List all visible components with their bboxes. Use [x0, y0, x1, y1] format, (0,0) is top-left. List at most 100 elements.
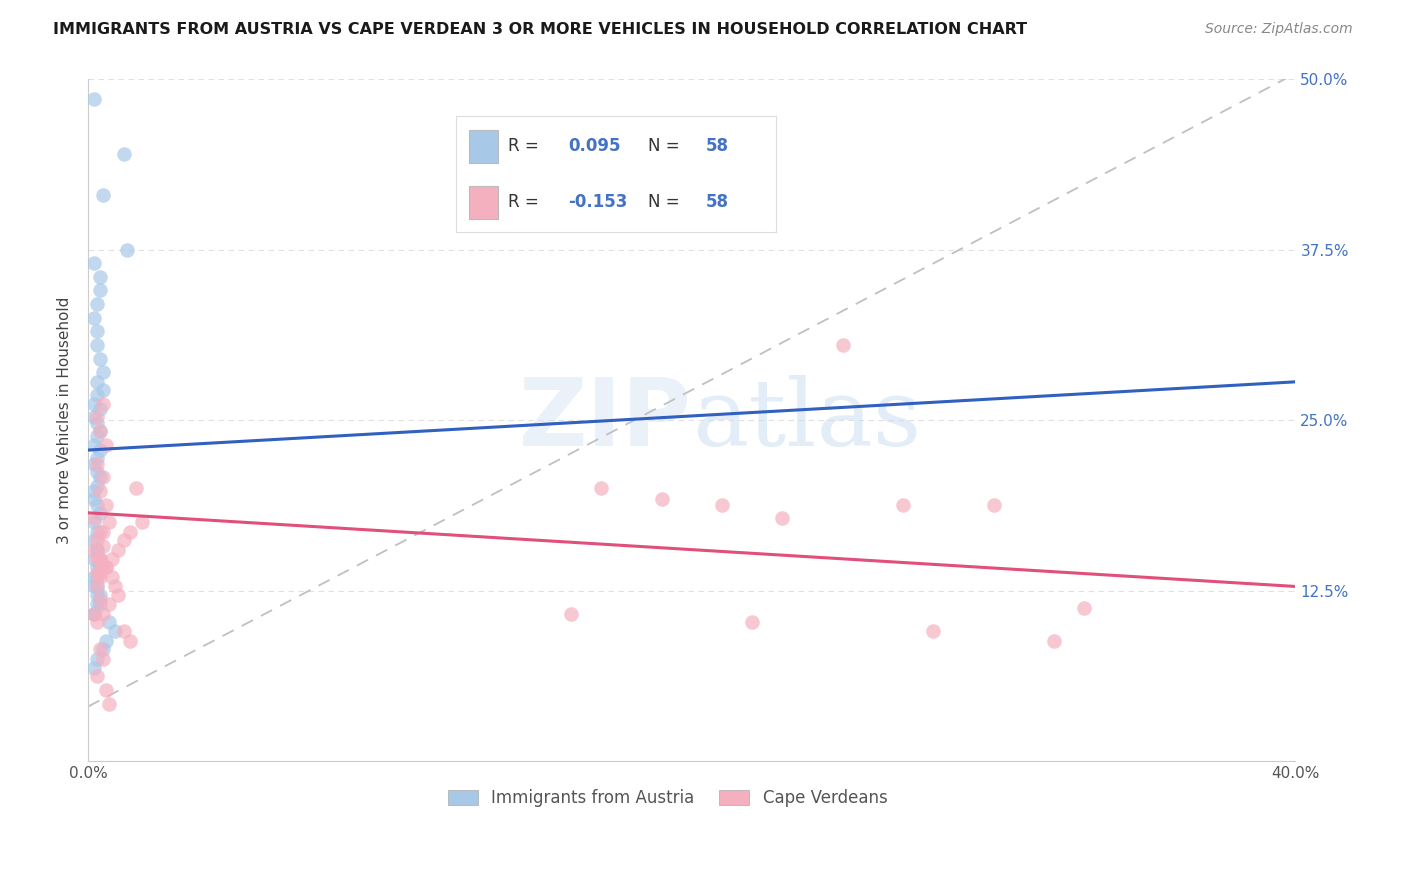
Point	[83, 570, 105, 584]
Point	[112, 624, 135, 639]
Point	[117, 243, 139, 257]
Point	[120, 524, 142, 539]
Text: IMMIGRANTS FROM AUSTRIA VS CAPE VERDEAN 3 OR MORE VEHICLES IN HOUSEHOLD CORRELAT: IMMIGRANTS FROM AUSTRIA VS CAPE VERDEAN …	[53, 22, 1028, 37]
Point	[91, 383, 114, 397]
Point	[120, 634, 142, 648]
Point	[89, 269, 111, 284]
Point	[89, 588, 111, 602]
Text: ZIP: ZIP	[519, 374, 692, 466]
Point	[83, 607, 105, 621]
Point	[91, 397, 114, 411]
Point	[922, 624, 945, 639]
Point	[651, 492, 673, 507]
Point	[89, 506, 111, 520]
Point	[86, 566, 108, 580]
Point	[104, 579, 127, 593]
Point	[107, 588, 129, 602]
Point	[1073, 601, 1095, 615]
Point	[89, 524, 111, 539]
Point	[83, 579, 105, 593]
Point	[91, 188, 114, 202]
Point	[98, 615, 121, 629]
Point	[83, 607, 105, 621]
Point	[83, 533, 105, 547]
Point	[101, 552, 124, 566]
Point	[86, 542, 108, 557]
Point	[83, 256, 105, 270]
Point	[83, 92, 105, 106]
Point	[891, 498, 914, 512]
Point	[131, 516, 153, 530]
Point	[91, 652, 114, 666]
Point	[83, 483, 105, 498]
Point	[86, 560, 108, 574]
Point	[96, 498, 118, 512]
Point	[98, 697, 121, 711]
Point	[91, 607, 114, 621]
Point	[112, 533, 135, 547]
Point	[83, 410, 105, 425]
Point	[831, 338, 853, 352]
Point	[83, 511, 105, 525]
Point	[89, 284, 111, 298]
Point	[86, 451, 108, 466]
Point	[86, 570, 108, 584]
Point	[741, 615, 763, 629]
Point	[86, 375, 108, 389]
Point	[83, 516, 105, 530]
Point	[86, 669, 108, 683]
Point	[104, 624, 127, 639]
Point	[86, 542, 108, 557]
Point	[91, 524, 114, 539]
Point	[96, 437, 118, 451]
Point	[91, 560, 114, 574]
Point	[89, 402, 111, 417]
Point	[711, 498, 734, 512]
Point	[83, 492, 105, 507]
Point	[91, 642, 114, 657]
Point	[89, 566, 111, 580]
Text: atlas: atlas	[692, 375, 921, 465]
Point	[89, 470, 111, 484]
Point	[86, 552, 108, 566]
Text: Source: ZipAtlas.com: Source: ZipAtlas.com	[1205, 22, 1353, 37]
Point	[89, 642, 111, 657]
Point	[89, 483, 111, 498]
Point	[86, 524, 108, 539]
Point	[83, 437, 105, 451]
Point	[86, 498, 108, 512]
Point	[83, 661, 105, 675]
Point	[86, 579, 108, 593]
Point	[98, 597, 121, 611]
Point	[86, 297, 108, 311]
Point	[591, 481, 613, 495]
Point	[86, 579, 108, 593]
Point	[86, 615, 108, 629]
Point	[86, 588, 108, 602]
Point	[89, 351, 111, 366]
Point	[89, 560, 111, 574]
Point	[96, 683, 118, 698]
Point	[86, 410, 108, 425]
Point	[86, 429, 108, 443]
Point	[89, 552, 111, 566]
Point	[96, 560, 118, 574]
Point	[983, 498, 1005, 512]
Point	[86, 338, 108, 352]
Point	[89, 597, 111, 611]
Point	[96, 634, 118, 648]
Point	[89, 552, 111, 566]
Point	[91, 539, 114, 553]
Point	[89, 443, 111, 458]
Point	[83, 552, 105, 566]
Point	[98, 516, 121, 530]
Point	[83, 542, 105, 557]
Point	[770, 511, 793, 525]
Point	[1043, 634, 1066, 648]
Point	[86, 457, 108, 471]
Point	[86, 652, 108, 666]
Point	[86, 533, 108, 547]
Point	[86, 324, 108, 338]
Point	[83, 397, 105, 411]
Y-axis label: 3 or more Vehicles in Household: 3 or more Vehicles in Household	[58, 296, 72, 544]
